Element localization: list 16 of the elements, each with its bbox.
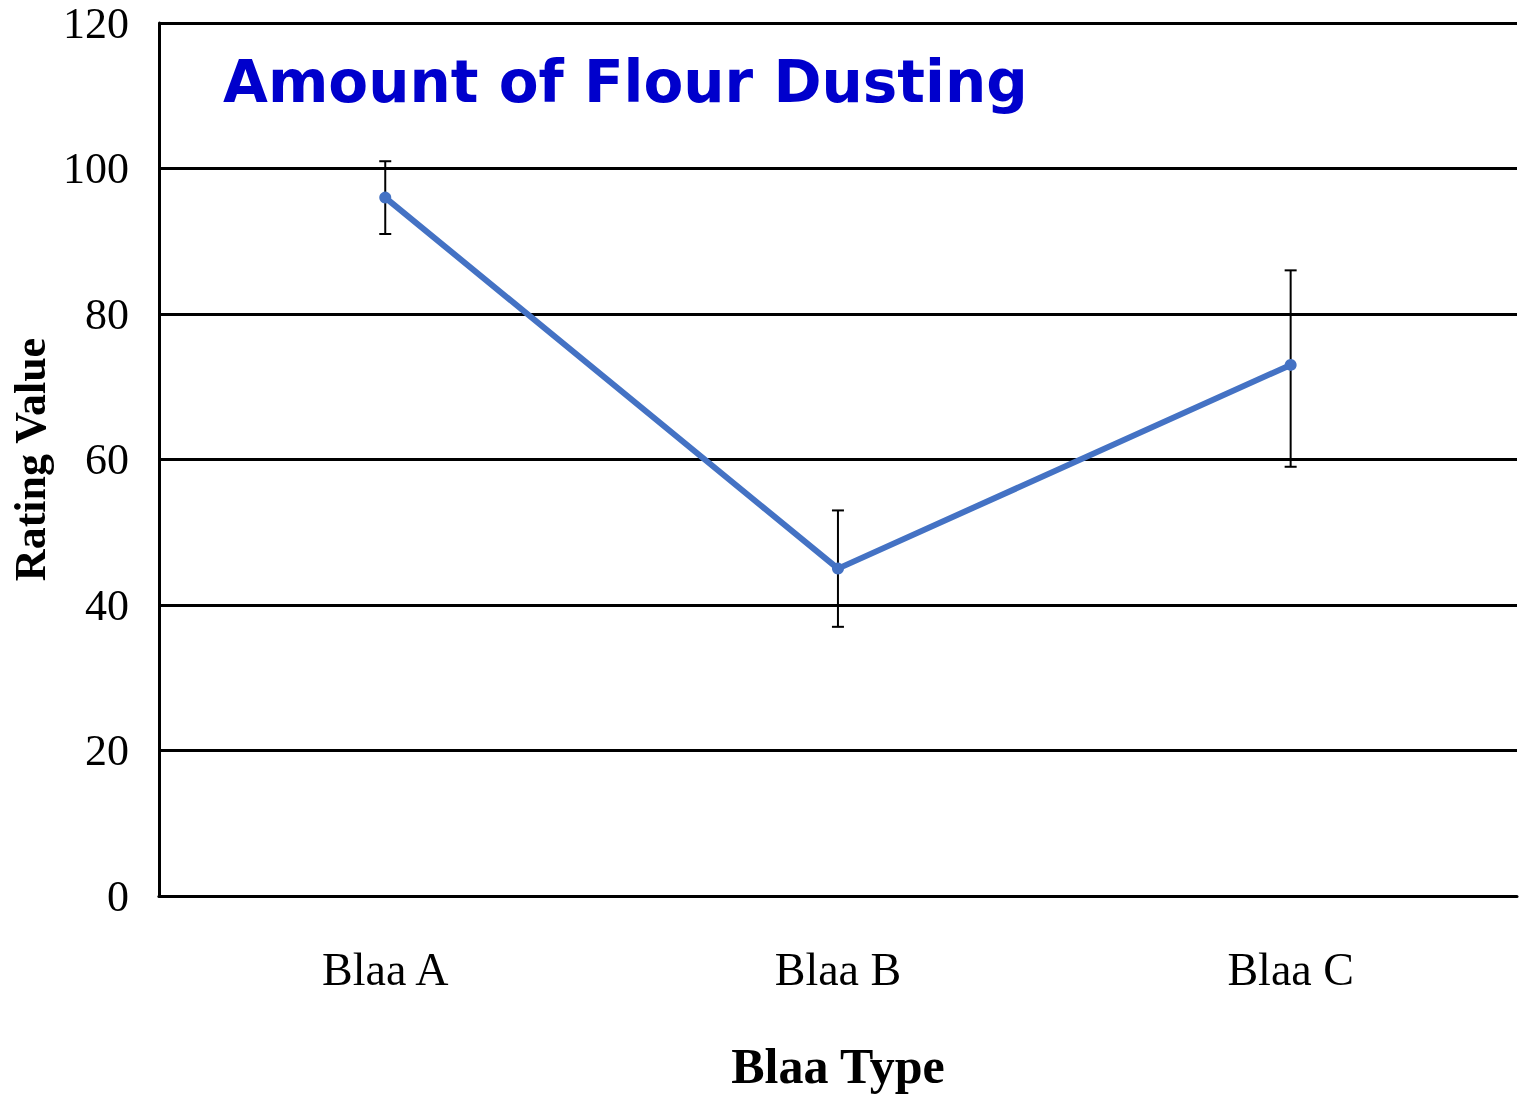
point bbox=[831, 562, 844, 575]
point bbox=[1284, 358, 1297, 371]
x-tick-label: Blaa B bbox=[774, 943, 902, 995]
y-tick-label: 20 bbox=[84, 726, 129, 775]
x-tick-label: Blaa A bbox=[322, 943, 449, 995]
y-tick-label: 100 bbox=[62, 144, 129, 193]
y-tick-label: 60 bbox=[84, 435, 129, 484]
text: Amount of Flour Dusting bbox=[223, 48, 1028, 116]
x-axis-title: Blaa Type bbox=[731, 1038, 945, 1094]
y-tick-label: 40 bbox=[84, 580, 129, 630]
y-tick-label: 0 bbox=[106, 871, 129, 921]
y-tick-label: 120 bbox=[62, 0, 129, 48]
y-axis-title: Rating Value bbox=[5, 337, 55, 582]
x-tick-label: Blaa C bbox=[1227, 943, 1354, 995]
point bbox=[379, 191, 392, 204]
y-tick-label: 80 bbox=[84, 289, 129, 339]
